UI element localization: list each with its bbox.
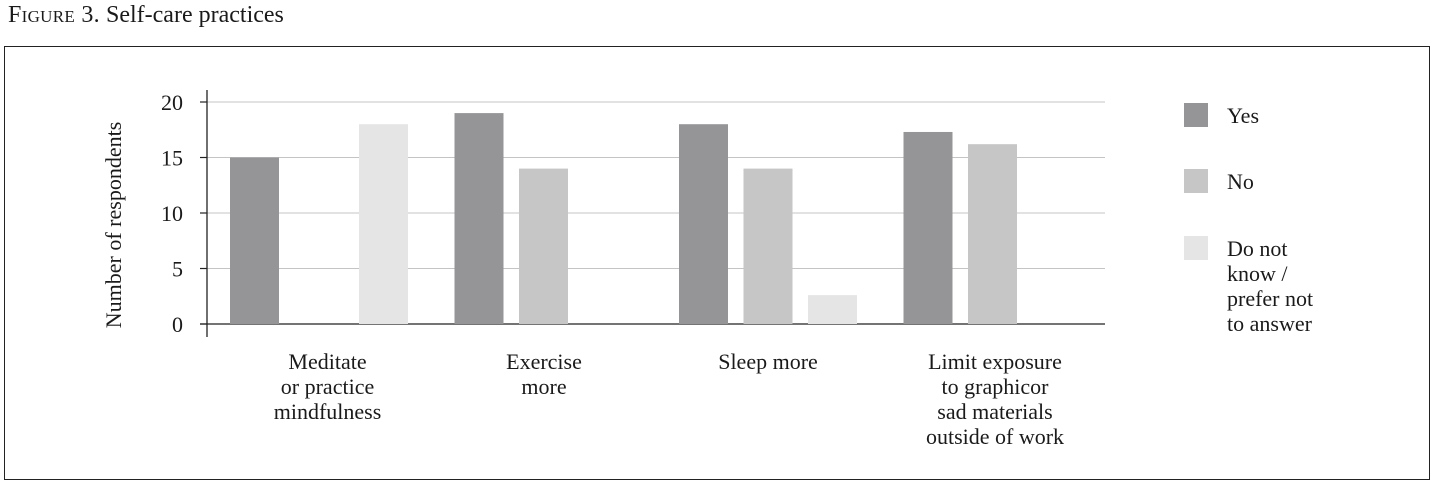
category-label: Sleep more <box>718 349 818 374</box>
category-label: mindfulness <box>274 399 382 424</box>
category-label: to graphicor <box>942 374 1050 399</box>
bar-2-2 <box>519 168 568 324</box>
legend-swatch-1 <box>1184 103 1208 127</box>
chart-frame: 0 5 10 15 20 Number of respondents Meditate or … <box>4 46 1430 480</box>
legend-label: prefer not <box>1227 286 1313 311</box>
bar-3-1 <box>359 124 408 324</box>
figure-title: Figure 3. Self-care practices <box>8 0 284 30</box>
category-label: or practice <box>281 374 374 399</box>
bar-1-1 <box>230 157 279 324</box>
category-label: Meditate <box>288 349 366 374</box>
bar-chart: 0 5 10 15 20 Number of respondents Meditateor … <box>101 90 1313 449</box>
category-label: sad materials <box>937 399 1052 424</box>
legend-label: Yes <box>1227 103 1259 128</box>
category-label: Limit exposure <box>928 349 1062 374</box>
y-tick-label: 15 <box>161 146 183 171</box>
category-label: outside of work <box>926 424 1064 449</box>
legend-label: No <box>1227 169 1254 194</box>
y-tick-label: 5 <box>172 257 183 282</box>
legend-label: to answer <box>1227 311 1313 336</box>
legend-swatch-2 <box>1184 169 1208 193</box>
y-tick-label: 10 <box>161 201 183 226</box>
legend-label: know / <box>1227 261 1288 286</box>
bar-2-4 <box>968 144 1017 324</box>
bar-2-3 <box>743 168 793 324</box>
legend-swatch-3 <box>1184 236 1208 260</box>
bar-1-4 <box>903 131 953 324</box>
bar-1-3 <box>679 124 728 324</box>
y-tick-label: 20 <box>161 90 183 115</box>
y-tick-label: 0 <box>172 312 183 337</box>
category-label: Exercise <box>506 349 582 374</box>
legend-label: Do not <box>1227 236 1288 261</box>
figure-caption: Self-care practices <box>106 2 284 28</box>
category-label: more <box>521 374 566 399</box>
y-axis-label: Number of respondents <box>101 122 126 329</box>
bar-3-3 <box>808 295 857 324</box>
bar-1-2 <box>454 113 504 324</box>
figure-label: Figure 3. <box>8 2 100 28</box>
